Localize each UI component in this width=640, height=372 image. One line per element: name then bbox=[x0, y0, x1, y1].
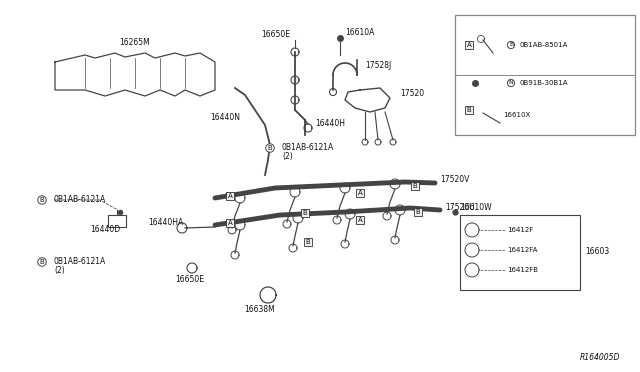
Text: 16265M: 16265M bbox=[120, 38, 150, 47]
Text: 0B1AB-6121A: 0B1AB-6121A bbox=[54, 196, 106, 205]
Text: B: B bbox=[509, 42, 513, 48]
Text: 17520V: 17520V bbox=[440, 176, 469, 185]
Text: A: A bbox=[358, 217, 362, 223]
Text: 16412F: 16412F bbox=[507, 227, 533, 233]
Text: B: B bbox=[467, 107, 472, 113]
Bar bbox=[108, 215, 126, 227]
Text: 16440D: 16440D bbox=[90, 225, 120, 234]
Text: 17520: 17520 bbox=[400, 89, 424, 98]
Bar bbox=[460, 215, 580, 290]
Text: (2): (2) bbox=[282, 151, 292, 160]
Text: 0B91B-30B1A: 0B91B-30B1A bbox=[520, 80, 568, 86]
Text: 17528J: 17528J bbox=[365, 61, 391, 70]
Text: B: B bbox=[40, 197, 44, 203]
Text: 16610W: 16610W bbox=[460, 203, 492, 212]
Text: B: B bbox=[40, 259, 44, 265]
Text: 16440N: 16440N bbox=[210, 113, 240, 122]
Text: 17520U: 17520U bbox=[445, 203, 475, 212]
Text: (2): (2) bbox=[54, 266, 65, 275]
Text: 0B1AB-6121A: 0B1AB-6121A bbox=[54, 257, 106, 266]
Text: A: A bbox=[467, 42, 472, 48]
Text: 16440H: 16440H bbox=[315, 119, 345, 128]
Text: R164005D: R164005D bbox=[580, 353, 620, 362]
Text: A: A bbox=[358, 190, 362, 196]
Bar bbox=[455, 15, 635, 135]
Text: B: B bbox=[306, 239, 310, 245]
Text: 16650E: 16650E bbox=[261, 30, 290, 39]
Text: 0B1AB-8501A: 0B1AB-8501A bbox=[520, 42, 568, 48]
Text: 16412FA: 16412FA bbox=[507, 247, 538, 253]
Text: 16603: 16603 bbox=[585, 247, 609, 257]
Text: 16610A: 16610A bbox=[345, 28, 374, 37]
Text: 16412FB: 16412FB bbox=[507, 267, 538, 273]
Text: B: B bbox=[413, 183, 417, 189]
Text: 16638M: 16638M bbox=[244, 305, 275, 314]
Text: N: N bbox=[509, 80, 513, 86]
Text: A: A bbox=[228, 193, 232, 199]
Text: 16650E: 16650E bbox=[175, 275, 204, 284]
Text: B: B bbox=[303, 210, 307, 216]
Text: 16610X: 16610X bbox=[503, 112, 531, 118]
Text: B: B bbox=[415, 209, 420, 215]
Text: 0B1AB-6121A: 0B1AB-6121A bbox=[282, 144, 334, 153]
Text: A: A bbox=[228, 220, 232, 226]
Text: B: B bbox=[268, 145, 273, 151]
Text: 16440HA: 16440HA bbox=[148, 218, 183, 227]
